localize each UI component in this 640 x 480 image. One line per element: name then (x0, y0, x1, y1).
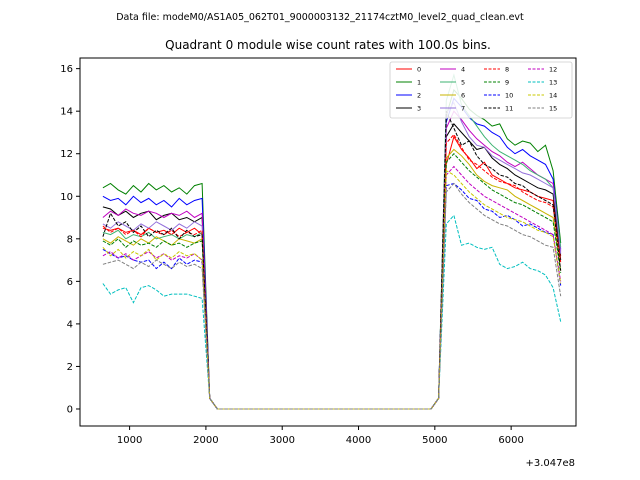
legend-label-13: 13 (549, 78, 557, 86)
y-tick-label: 14 (60, 107, 73, 118)
y-tick-label: 2 (67, 362, 73, 373)
series-line-3 (102, 123, 562, 410)
x-tick-label: 5000 (422, 435, 447, 446)
legend-label-9: 9 (505, 78, 509, 86)
y-axis: 0 2 4 6 8 10 12 14 16 (60, 64, 80, 415)
x-offset-label: +3.047e8 (525, 458, 575, 469)
legend-label-10: 10 (505, 91, 513, 99)
legend-label-12: 12 (549, 65, 557, 73)
legend-label-2: 2 (417, 91, 421, 99)
y-tick-label: 10 (60, 192, 73, 203)
legend-label-0: 0 (417, 65, 421, 73)
y-tick-label: 16 (60, 64, 73, 75)
legend-label-1: 1 (417, 78, 421, 86)
y-tick-label: 4 (67, 319, 73, 330)
chart-title: Quadrant 0 module wise count rates with … (165, 38, 491, 52)
y-tick-label: 6 (67, 277, 73, 288)
series-line-15 (102, 182, 562, 410)
plot-frame (79, 57, 577, 427)
series-line-13 (102, 214, 562, 410)
series-line-10 (102, 182, 562, 410)
legend-label-14: 14 (549, 91, 557, 99)
y-tick-label: 8 (67, 234, 73, 245)
y-tick-label: 0 (67, 404, 73, 415)
legend-label-3: 3 (417, 104, 421, 112)
x-tick-label: 1000 (117, 435, 142, 446)
legend-label-5: 5 (461, 78, 465, 86)
legend-label-6: 6 (461, 91, 465, 99)
x-tick-label: 2000 (193, 435, 218, 446)
legend-label-7: 7 (461, 104, 465, 112)
x-tick-label: 4000 (346, 435, 371, 446)
series-line-1 (102, 88, 562, 410)
series-line-7 (102, 101, 562, 410)
series-line-6 (102, 148, 562, 410)
x-tick-label: 3000 (269, 435, 294, 446)
y-tick-label: 12 (60, 149, 73, 160)
legend-label-15: 15 (549, 104, 557, 112)
legend-label-11: 11 (505, 104, 513, 112)
legend-label-4: 4 (461, 65, 465, 73)
series-layer (102, 73, 562, 410)
x-tick-label: 6000 (498, 435, 523, 446)
legend-box (389, 61, 573, 119)
series-line-12 (102, 165, 562, 410)
chart-suptitle: Data file: modeM0/AS1A05_062T01_90000031… (116, 12, 524, 23)
legend-label-8: 8 (505, 65, 509, 73)
x-axis: 1000 2000 3000 4000 5000 6000 (117, 426, 524, 446)
series-line-5 (102, 73, 562, 410)
series-line-8 (102, 133, 562, 410)
